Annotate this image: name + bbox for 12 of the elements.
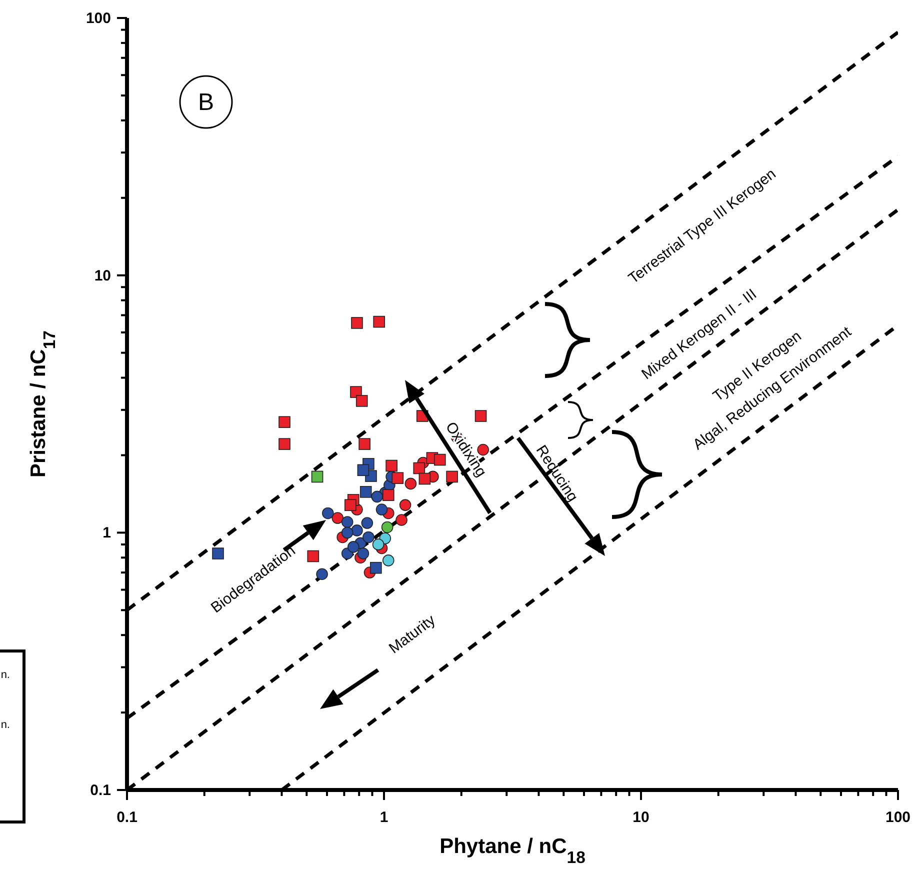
x-tick-label: 1 (380, 809, 388, 826)
text: n. (0, 669, 10, 681)
x-tick-label: 0.1 (116, 809, 138, 826)
x-axis-title: Phytane / nC$_{18}$ (440, 835, 586, 866)
annotation: B (198, 89, 214, 116)
y-tick-label: 10 (94, 267, 111, 284)
x-tick-label: 100 (885, 809, 911, 826)
y-tick-label: 100 (86, 10, 111, 27)
text: n. (0, 719, 10, 731)
y-tick-label: 1 (102, 524, 111, 542)
y-tick-label: 0.1 (90, 782, 111, 799)
x-tick-label: 10 (632, 809, 650, 826)
